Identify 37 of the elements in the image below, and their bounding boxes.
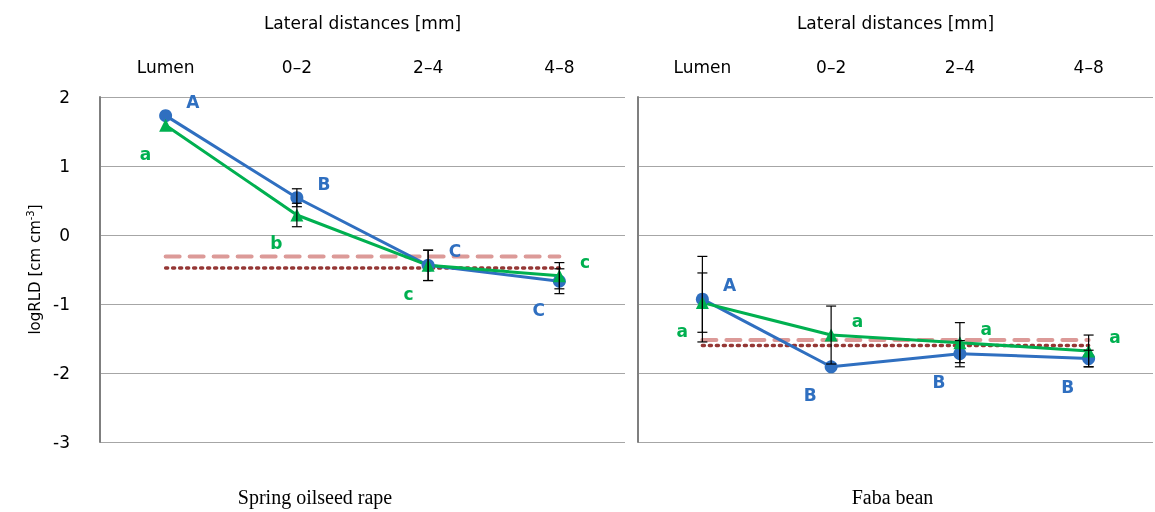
y-tick-label: 2 <box>59 87 70 107</box>
x-tick-label: 0–2 <box>281 56 312 77</box>
data-label: B <box>932 372 946 393</box>
x-axis-title: Lateral distances [mm] <box>796 12 995 33</box>
data-label: C <box>532 299 545 320</box>
data-label: b <box>270 233 283 254</box>
data-label: B <box>1061 377 1075 398</box>
data-label: a <box>676 321 688 342</box>
data-label: c <box>579 251 590 272</box>
data-label: B <box>803 385 817 406</box>
x-tick-label: 4–8 <box>1073 56 1104 77</box>
data-label: a <box>1109 326 1121 347</box>
data-label: a <box>980 318 992 339</box>
text: Spring oilseed rape <box>237 486 393 509</box>
point <box>159 109 173 123</box>
x-tick-label: 2–4 <box>944 56 975 77</box>
x-tick-label: 0–2 <box>816 56 847 77</box>
text: Faba bean <box>851 486 934 508</box>
y-axis-title: logRLD [cm cm-3] <box>25 204 44 335</box>
data-label: c <box>403 283 414 304</box>
y-tick-label: -2 <box>53 363 70 383</box>
x-tick-label: Lumen <box>136 56 195 77</box>
x-tick-label: Lumen <box>673 56 732 77</box>
data-label: C <box>448 241 462 262</box>
data-label: A <box>186 91 201 112</box>
data-label: a <box>851 311 864 332</box>
x-tick-label: 4–8 <box>544 56 575 77</box>
y-tick-label: 1 <box>59 156 70 176</box>
x-tick-label: 2–4 <box>413 56 444 77</box>
x-axis-title: Lateral distances [mm] <box>263 12 462 33</box>
data-label: B <box>317 173 331 194</box>
point <box>159 118 173 132</box>
y-tick-label: -3 <box>53 432 70 452</box>
y-tick-label: -1 <box>53 294 70 314</box>
data-label: A <box>722 275 737 296</box>
y-tick-label: 0 <box>59 225 70 245</box>
data-label: a <box>139 143 152 164</box>
